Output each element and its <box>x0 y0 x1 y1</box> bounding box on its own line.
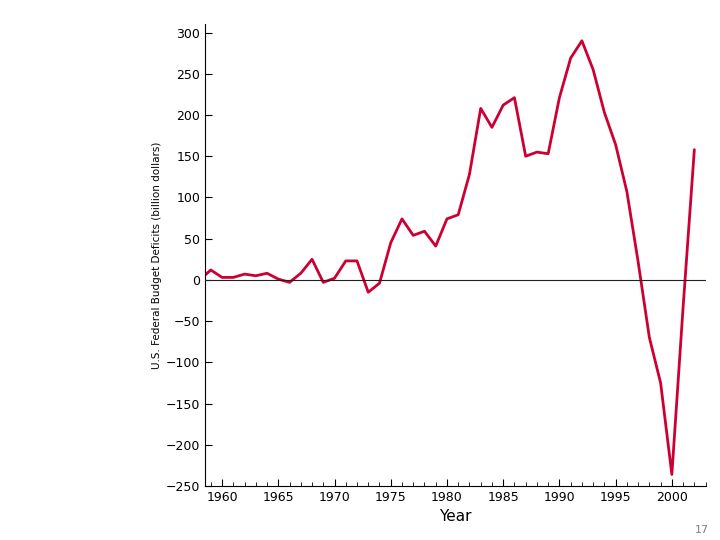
Text: U.S.
Federal
Budget
Deficits: U.S. Federal Budget Deficits <box>21 98 128 205</box>
Text: 17: 17 <box>695 524 709 535</box>
Y-axis label: U.S. Federal Budget Deficits (billion dollars): U.S. Federal Budget Deficits (billion do… <box>152 141 162 369</box>
X-axis label: Year: Year <box>439 509 472 524</box>
